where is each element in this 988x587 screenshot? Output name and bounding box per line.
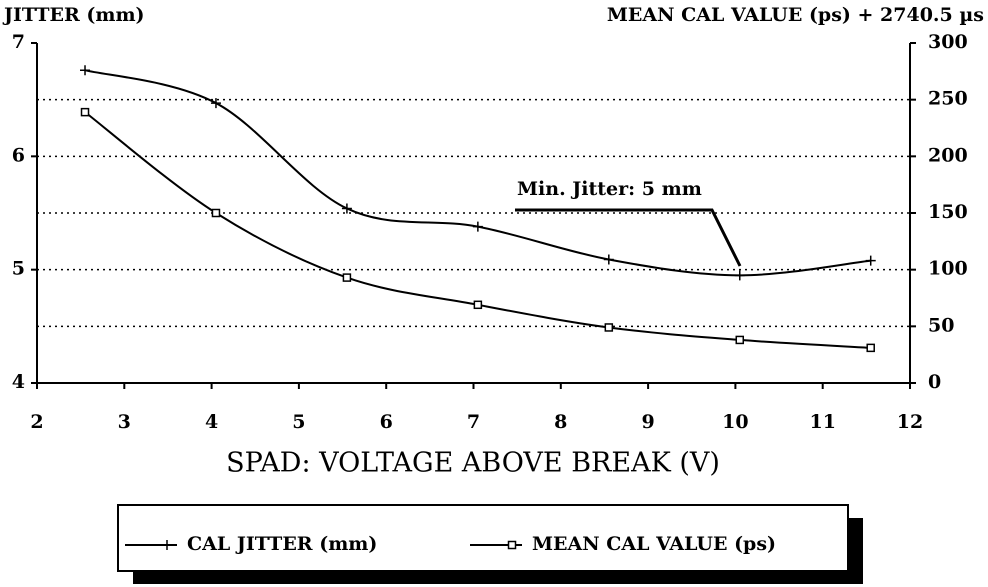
x-tick-label: 6	[380, 411, 393, 433]
point	[162, 540, 172, 550]
x-axis-label: SPAD: VOLTAGE ABOVE BREAK (V)	[226, 448, 720, 479]
y2-tick-label: 100	[928, 258, 968, 280]
point	[80, 107, 90, 117]
x-tick-label: 11	[809, 411, 835, 433]
point	[865, 255, 876, 266]
x-tick-label: 12	[897, 411, 923, 433]
y-tick-label: 4	[12, 371, 25, 393]
point	[507, 540, 517, 550]
y2-tick-label: 0	[928, 371, 941, 393]
x-tick-label: 10	[722, 411, 748, 433]
x-tick-label: 2	[30, 411, 43, 433]
legend-label: CAL JITTER (mm)	[187, 533, 377, 555]
x-tick-label: 3	[118, 411, 131, 433]
point	[341, 203, 352, 214]
y2-tick-label: 50	[928, 314, 954, 336]
y-axis-label: JITTER (mm)	[2, 4, 145, 26]
y-tick-label: 5	[12, 258, 25, 280]
legend-label: MEAN CAL VALUE (ps)	[532, 533, 776, 555]
y2-tick-label: 150	[928, 201, 968, 223]
x-tick-label: 5	[292, 411, 305, 433]
point	[473, 300, 483, 310]
x-tick-label: 8	[554, 411, 567, 433]
point	[210, 98, 221, 109]
annotation: Min. Jitter: 5 mm	[517, 178, 702, 200]
y2-tick-label: 200	[928, 144, 968, 166]
point	[211, 208, 221, 218]
y2-tick-label: 300	[928, 31, 968, 53]
x-tick-label: 9	[641, 411, 654, 433]
y2-axis-label: MEAN CAL VALUE (ps) + 2740.5 µs	[607, 4, 984, 26]
point	[734, 270, 745, 281]
series-line	[84, 69, 871, 277]
legend-box	[117, 504, 849, 572]
point	[342, 273, 352, 282]
point	[604, 323, 614, 332]
point	[866, 343, 875, 353]
x-tick-label: 4	[205, 411, 218, 433]
point	[80, 65, 91, 76]
y-tick-label: 6	[12, 144, 25, 166]
x-tick-label: 7	[467, 411, 480, 433]
y-tick-label: 7	[12, 31, 25, 53]
point	[735, 335, 745, 345]
annotation-leader	[515, 208, 742, 267]
point	[472, 221, 483, 232]
y2-tick-label: 250	[928, 88, 968, 110]
point	[603, 254, 614, 265]
